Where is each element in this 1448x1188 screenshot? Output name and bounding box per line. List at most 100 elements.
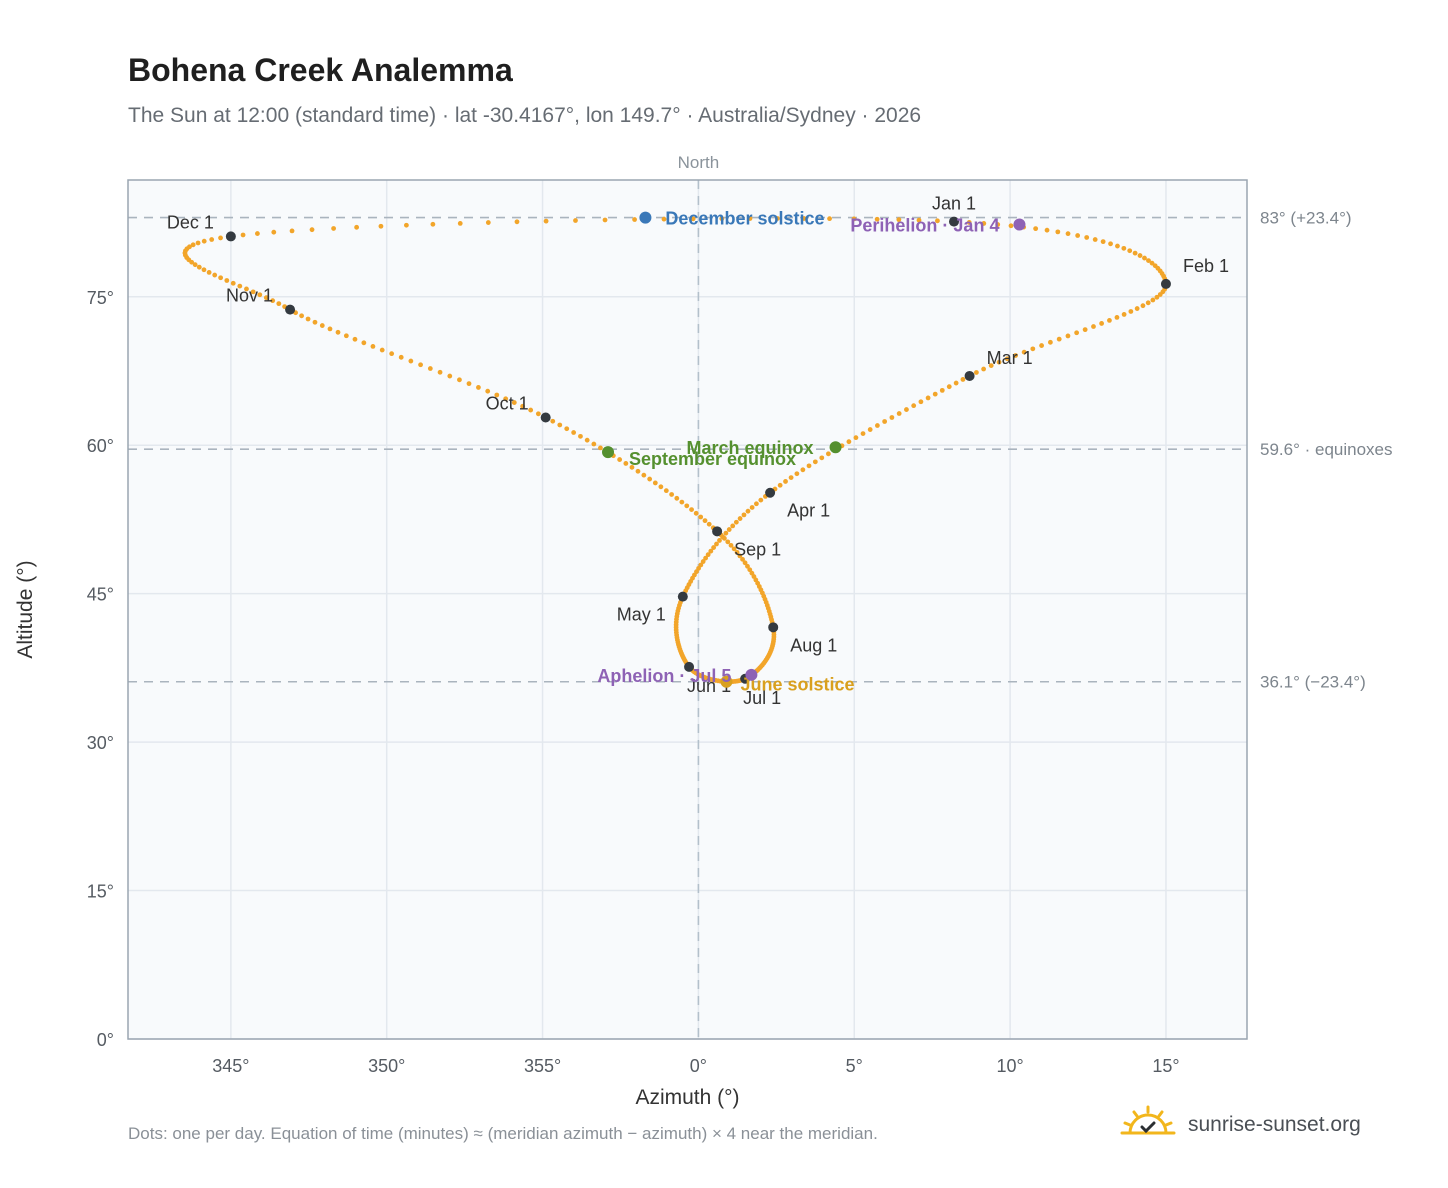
event-marker	[720, 675, 733, 688]
path-dot	[684, 503, 690, 509]
path-dot	[1146, 258, 1151, 263]
path-dot	[195, 240, 201, 246]
path-dot	[352, 336, 358, 342]
path-dot	[731, 546, 737, 552]
path-dot	[916, 217, 922, 223]
path-dot	[343, 333, 349, 339]
path-dot	[706, 521, 712, 527]
path-dot	[925, 395, 931, 401]
path-dot	[705, 552, 711, 558]
path-dot	[427, 366, 433, 371]
path-dot	[354, 224, 360, 230]
path-dot	[1082, 327, 1088, 333]
brand[interactable]: sunrise-sunset.org	[1120, 1100, 1361, 1150]
y-tick-label: 30°	[87, 733, 114, 753]
path-dot	[1084, 235, 1090, 240]
plot-frame	[127, 179, 1248, 1040]
path-dot	[827, 216, 832, 222]
path-dot	[946, 384, 952, 390]
reference-lines: 83° (+23.4°) 59.6° · equinoxes 36.1° (−23.…	[128, 209, 1393, 692]
path-dot	[851, 216, 857, 222]
event-label: Perihelion · Jan 4	[850, 216, 999, 236]
path-dot	[730, 523, 736, 529]
path-dot	[418, 362, 423, 368]
path-dot	[632, 217, 637, 222]
path-dot	[370, 343, 376, 349]
month-marker	[677, 591, 688, 602]
path-dot	[1142, 255, 1147, 261]
path-dot	[312, 319, 318, 325]
event-marker	[745, 668, 758, 681]
path-dot	[635, 468, 641, 474]
path-dot	[703, 555, 709, 561]
path-dot	[874, 216, 880, 222]
path-dot	[550, 418, 556, 424]
plot-area	[128, 180, 1247, 1039]
path-dot	[740, 556, 745, 562]
path-dot	[237, 283, 243, 289]
month-marker	[285, 304, 296, 315]
path-dot	[800, 467, 806, 473]
path-dot	[1092, 237, 1098, 242]
path-dot	[190, 242, 196, 248]
path-dot	[250, 289, 256, 295]
path-dot	[244, 286, 249, 292]
path-dot	[1145, 300, 1151, 306]
path-dot	[723, 530, 729, 536]
path-dot	[1121, 312, 1127, 317]
month-label: Nov 1	[226, 286, 273, 306]
path-dot	[932, 391, 938, 397]
month-markers: Jan 1 Feb 1 Mar 1 Apr 1 May 1 Jun 1 Jul 1 Aug 1…	[167, 194, 1229, 708]
path-dot	[1030, 346, 1036, 352]
path-dot	[240, 232, 246, 238]
month-label: Jul 1	[743, 688, 781, 708]
path-dot	[543, 218, 549, 224]
path-dot	[733, 519, 739, 525]
path-dot	[1128, 309, 1134, 314]
path-dot	[904, 407, 909, 412]
path-dot	[212, 272, 218, 278]
path-dot	[309, 227, 315, 233]
path-dot	[783, 479, 788, 484]
path-dot	[573, 218, 578, 223]
path-dot	[271, 229, 277, 235]
path-dot	[690, 216, 696, 222]
path-dot	[853, 435, 859, 441]
footnote: Dots: one per day. Equation of time (min…	[128, 1124, 878, 1143]
path-dot	[896, 217, 902, 223]
path-dot	[1157, 292, 1163, 297]
path-dot	[629, 464, 635, 470]
reference-line-label: 36.1° (−23.4°)	[1260, 673, 1366, 692]
path-dot	[557, 422, 563, 428]
path-dot	[693, 510, 699, 516]
path-dot	[1137, 253, 1143, 258]
month-label: Mar 1	[987, 348, 1033, 368]
path-dot	[674, 495, 680, 501]
path-dot	[1004, 356, 1010, 362]
path-dot	[331, 226, 336, 231]
path-dot	[719, 216, 725, 222]
path-dot	[726, 527, 732, 532]
event-label: Aphelion · Jul 5	[597, 666, 731, 686]
month-marker	[964, 370, 975, 381]
month-label: Dec 1	[167, 212, 214, 232]
north-label: North	[678, 153, 720, 172]
x-tick-label: 15°	[1152, 1056, 1179, 1076]
path-dot	[276, 301, 282, 307]
path-dot	[819, 455, 825, 461]
month-label: Sep 1	[734, 539, 781, 559]
month-label: Jun 1	[687, 676, 731, 696]
month-marker	[712, 526, 723, 537]
path-dot	[1121, 245, 1127, 251]
path-dot	[404, 222, 409, 228]
path-dot	[1107, 318, 1112, 323]
path-dot	[658, 484, 664, 490]
y-axis-ticks: 0° 15° 30° 45° 60° 75°	[87, 288, 114, 1050]
path-dot	[408, 358, 414, 364]
path-dot	[571, 430, 577, 435]
month-marker	[768, 622, 779, 633]
path-dot	[257, 292, 263, 298]
path-dot	[398, 354, 404, 360]
path-dot	[503, 396, 509, 402]
path-dot	[1140, 303, 1146, 309]
